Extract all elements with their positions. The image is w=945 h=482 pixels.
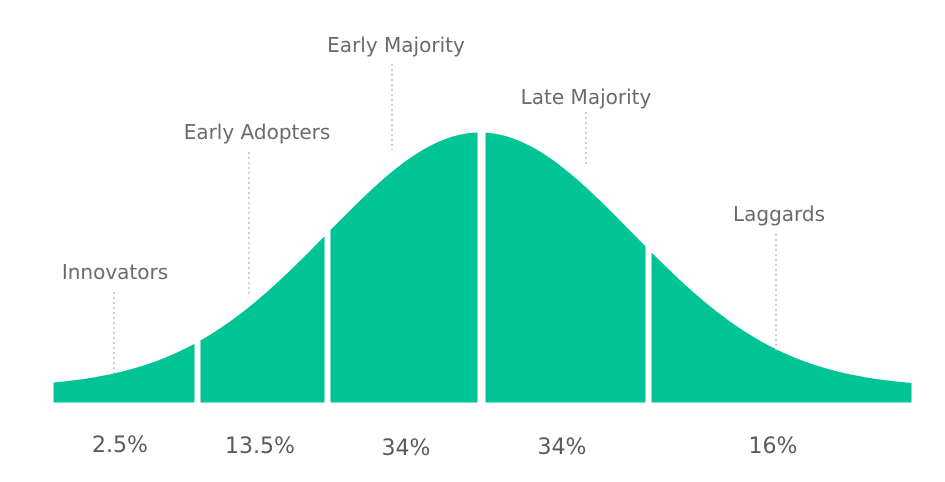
percent-early-majority: 34% (382, 436, 431, 461)
label-early-adopters: Early Adopters (184, 120, 331, 144)
leader-lines (113, 64, 777, 374)
segment-laggards (651, 253, 912, 403)
percent-labels: 2.5% 13.5% 34% 34% 16% (92, 433, 797, 461)
label-late-majority: Late Majority (521, 85, 652, 109)
bell-curve (53, 132, 912, 403)
percent-laggards: 16% (749, 434, 798, 459)
percent-early-adopters: 13.5% (225, 434, 295, 459)
percent-late-majority: 34% (538, 435, 587, 460)
segment-late-majority (485, 132, 646, 403)
percent-innovators: 2.5% (92, 433, 148, 458)
segment-early-adopters (200, 236, 325, 403)
label-innovators: Innovators (62, 260, 168, 284)
segment-innovators (53, 344, 195, 403)
label-laggards: Laggards (733, 202, 825, 226)
segment-labels: Innovators Early Adopters Early Majority… (62, 33, 825, 284)
label-early-majority: Early Majority (327, 33, 465, 57)
segment-early-majority (330, 132, 478, 403)
